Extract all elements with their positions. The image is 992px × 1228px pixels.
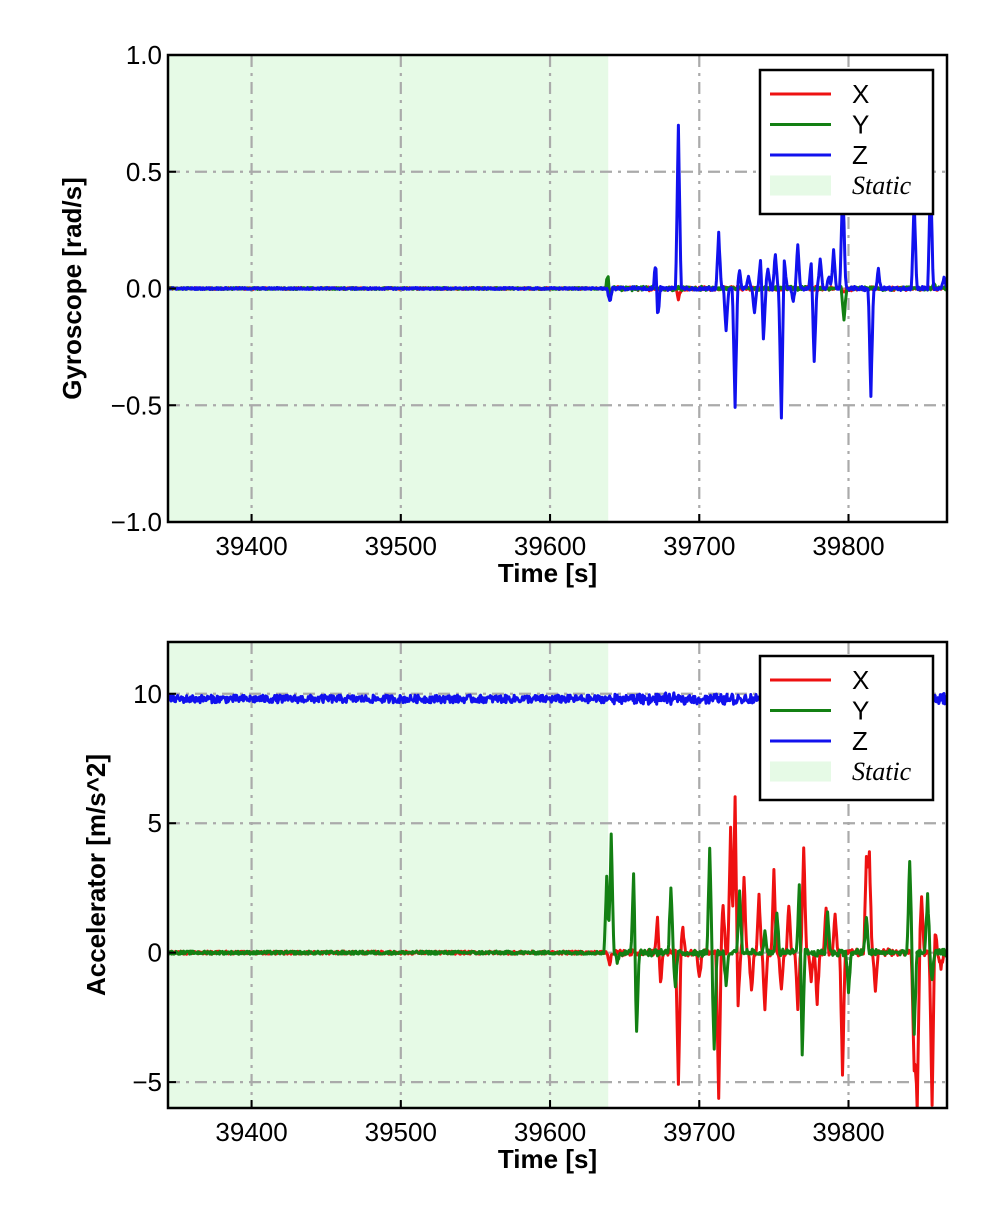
y-tick-label: −1.0 <box>111 507 162 537</box>
y-tick-label: 10 <box>133 679 162 709</box>
gyroscope-chart: 39400 39500 39600 39700 39800 −1.0 −0.5 0.0 0.5 1… <box>57 40 949 588</box>
y-tick-label: 0.5 <box>126 157 162 187</box>
plot-frame <box>166 640 949 1110</box>
x-tick-label: 39600 <box>514 1117 586 1147</box>
x-tick-label: 39400 <box>215 531 287 561</box>
series-line-y <box>168 832 947 1057</box>
x-axis-label: Time [s] <box>498 1144 597 1174</box>
x-tick-label: 39700 <box>663 531 735 561</box>
y-tick-label: 0 <box>148 938 162 968</box>
legend-label-x: X <box>852 665 869 695</box>
x-tick-label: 39500 <box>365 1117 437 1147</box>
legend-label-z: Z <box>852 726 868 756</box>
accelerometer-chart: 39400 39500 39600 39700 39800 −5 0 5 10 Time [s] A… <box>81 640 949 1174</box>
x-tick-label: 39700 <box>663 1117 735 1147</box>
y-tick-label: −5 <box>132 1067 162 1097</box>
x-tick-label: 39800 <box>812 1117 884 1147</box>
y-tick-label: 0.0 <box>126 274 162 304</box>
legend-label-z: Z <box>852 140 868 170</box>
y-axis-label: Gyroscope [rad/s] <box>57 177 87 400</box>
legend-label-static: Static <box>852 171 912 200</box>
x-axis-label: Time [s] <box>498 558 597 588</box>
series-line-z <box>168 123 947 420</box>
y-tick-label: −0.5 <box>111 390 162 420</box>
x-tick-label: 39800 <box>812 531 884 561</box>
legend-label-static: Static <box>852 757 912 786</box>
legend-label-y: Y <box>852 696 869 726</box>
legend-label-x: X <box>852 79 869 109</box>
static-region <box>168 642 609 1108</box>
legend-swatch-static <box>770 761 831 782</box>
plot-area <box>168 123 947 420</box>
x-tick-label: 39600 <box>514 531 586 561</box>
x-tick-label: 39500 <box>365 531 437 561</box>
x-tick-label: 39400 <box>215 1117 287 1147</box>
y-axis-label: Accelerator [m/s^2] <box>81 754 111 996</box>
y-tick-label: 5 <box>148 808 162 838</box>
y-tick-label: 1.0 <box>126 40 162 70</box>
legend-swatch-static <box>770 175 831 196</box>
legend-label-y: Y <box>852 110 869 140</box>
